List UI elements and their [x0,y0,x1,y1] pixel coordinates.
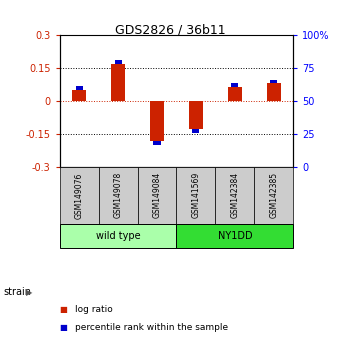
Bar [192,129,199,133]
FancyBboxPatch shape [177,166,216,224]
Bar [150,101,164,141]
Text: log ratio: log ratio [75,305,113,314]
FancyBboxPatch shape [254,166,293,224]
Bar [228,87,242,101]
Bar [270,80,277,84]
Text: ■: ■ [60,323,68,332]
Text: strain: strain [3,287,31,297]
Bar [72,90,86,101]
Bar [111,64,125,101]
Text: GSM141569: GSM141569 [191,172,201,218]
Bar [231,83,238,87]
Text: ▶: ▶ [26,287,32,297]
FancyBboxPatch shape [99,166,137,224]
Bar [267,84,281,101]
Bar [76,86,83,90]
Text: ■: ■ [60,305,68,314]
FancyBboxPatch shape [137,166,177,224]
Text: percentile rank within the sample: percentile rank within the sample [75,323,228,332]
Bar [189,101,203,129]
Text: GSM142384: GSM142384 [231,172,239,218]
FancyBboxPatch shape [60,166,99,224]
Bar [153,141,161,145]
Text: wild type: wild type [96,231,140,241]
FancyBboxPatch shape [60,224,177,248]
Text: GDS2826 / 36b11: GDS2826 / 36b11 [115,23,226,36]
Text: NY1DD: NY1DD [218,231,252,241]
FancyBboxPatch shape [216,166,254,224]
FancyBboxPatch shape [177,224,293,248]
Bar [115,60,122,64]
Text: GSM149078: GSM149078 [114,172,122,218]
Text: GSM149076: GSM149076 [75,172,84,218]
Text: GSM142385: GSM142385 [269,172,278,218]
Text: GSM149084: GSM149084 [152,172,162,218]
